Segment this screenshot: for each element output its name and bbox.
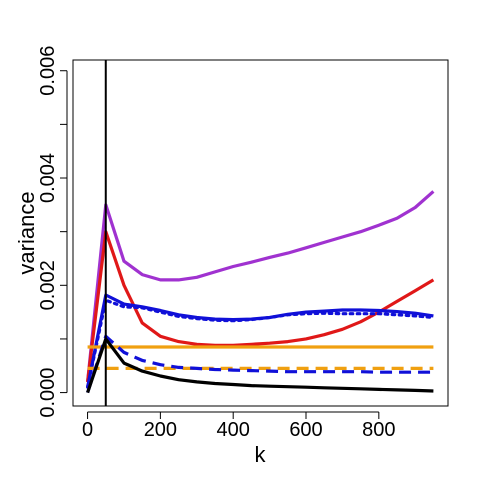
x-tick-label: 200 <box>144 419 177 441</box>
x-tick-label: 800 <box>362 419 395 441</box>
series-line-4 <box>85 298 435 389</box>
x-axis-title: k <box>255 442 267 467</box>
series-line-2 <box>86 230 435 383</box>
y-tick-label: 0.004 <box>37 153 59 203</box>
x-tick-label: 400 <box>217 419 250 441</box>
y-tick-label: 0.006 <box>37 46 59 96</box>
series-layer <box>85 190 435 394</box>
x-tick-label: 600 <box>289 419 322 441</box>
y-axis-title: variance <box>14 191 39 274</box>
series-line-8 <box>86 337 434 394</box>
x-axis: 0 200 400 600 800 <box>82 411 396 441</box>
x-tick-label: 0 <box>82 419 93 441</box>
series-line-1 <box>86 190 435 383</box>
series-line-7 <box>86 334 434 394</box>
y-tick-label: 0.002 <box>37 260 59 310</box>
y-tick-label: 0.000 <box>37 368 59 418</box>
y-axis: 0.000 0.002 0.004 0.006 <box>37 46 68 418</box>
plot-frame <box>72 59 449 407</box>
